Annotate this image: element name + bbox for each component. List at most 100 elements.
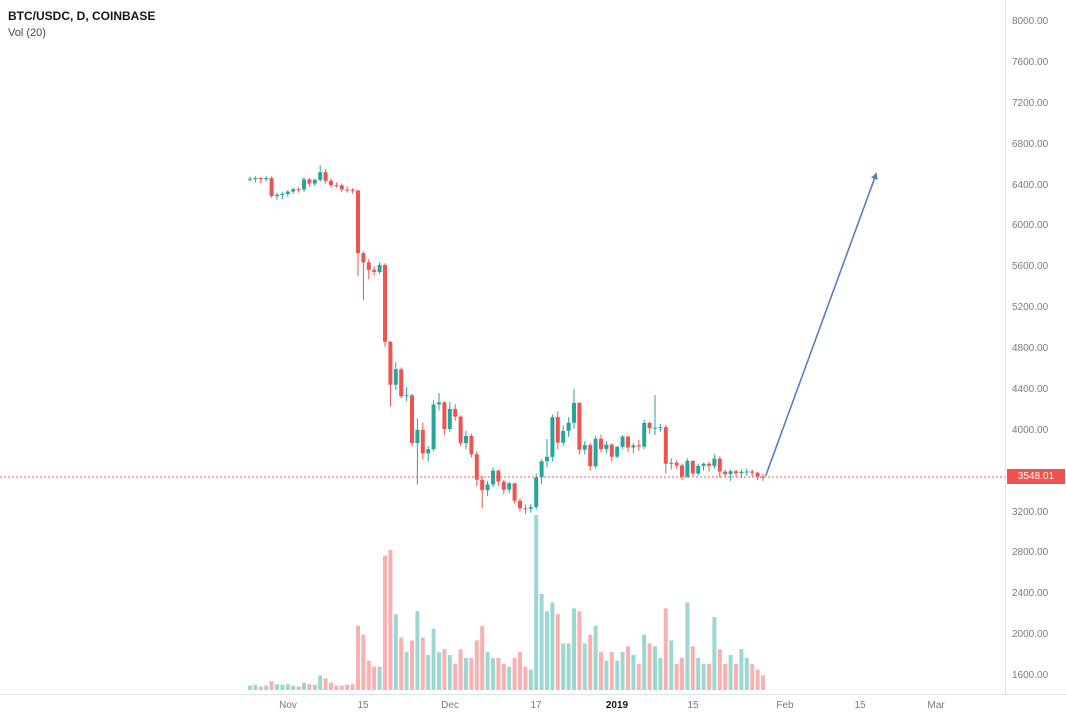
candle bbox=[264, 176, 269, 182]
candle bbox=[334, 182, 339, 188]
candle bbox=[339, 183, 344, 192]
volume-bar bbox=[690, 646, 695, 691]
price-tick-label: 4400.00 bbox=[1012, 384, 1049, 395]
volume-bar bbox=[501, 663, 506, 691]
volume-bar bbox=[609, 652, 614, 690]
volume-bar bbox=[291, 685, 296, 690]
volume-bar bbox=[285, 684, 290, 690]
candle bbox=[653, 395, 657, 435]
volume-bar bbox=[674, 663, 679, 691]
symbol-title[interactable]: BTC/USDC, D, COINBASE bbox=[8, 9, 156, 23]
candle bbox=[248, 176, 252, 182]
volume-bar bbox=[642, 634, 647, 690]
volume-bar bbox=[442, 649, 447, 690]
candle bbox=[345, 186, 350, 193]
volume-bar bbox=[728, 655, 733, 690]
price-tick-label: 7200.00 bbox=[1012, 98, 1049, 109]
volume-bar bbox=[669, 640, 674, 690]
volume-bar bbox=[550, 602, 555, 690]
volume-bar bbox=[464, 657, 468, 690]
candle bbox=[712, 454, 717, 469]
time-tick-label: Nov bbox=[279, 700, 297, 711]
trend-arrow-annotation[interactable] bbox=[764, 172, 878, 477]
volume-bar bbox=[318, 675, 323, 690]
volume-bar bbox=[420, 637, 425, 690]
candle bbox=[312, 178, 317, 186]
volume-bar bbox=[593, 625, 598, 690]
candle bbox=[458, 415, 463, 447]
volume-bar bbox=[599, 652, 603, 690]
volume-bar bbox=[361, 634, 366, 690]
volume-bar bbox=[744, 657, 749, 690]
candle bbox=[399, 367, 404, 399]
candle bbox=[464, 430, 468, 450]
candle bbox=[599, 434, 603, 453]
candle bbox=[437, 393, 441, 411]
candle bbox=[404, 386, 409, 402]
volume-bar bbox=[734, 663, 738, 691]
volume-bar bbox=[696, 657, 701, 690]
candle bbox=[480, 475, 485, 509]
volume-bar bbox=[701, 663, 706, 691]
volume-bar bbox=[458, 649, 463, 690]
candle bbox=[474, 451, 479, 486]
candle bbox=[577, 402, 582, 455]
volume-bar bbox=[469, 657, 474, 690]
candle bbox=[561, 425, 566, 447]
candle bbox=[501, 479, 506, 495]
volume-bar bbox=[356, 625, 360, 690]
volume-bar bbox=[345, 684, 350, 691]
volume-bar bbox=[415, 611, 420, 691]
price-tick-label: 6000.00 bbox=[1012, 220, 1049, 231]
candle bbox=[372, 266, 377, 276]
volume-bar bbox=[523, 666, 528, 690]
volume-bar bbox=[496, 657, 501, 690]
price-tick-label: 2000.00 bbox=[1012, 629, 1049, 640]
time-axis[interactable]: Nov 15 Dec 17 2019 15 Feb 15 Mar bbox=[0, 694, 1066, 717]
candle bbox=[642, 419, 647, 450]
candle bbox=[669, 458, 674, 470]
price-axis[interactable]: 8000.00 7600.00 7200.00 6800.00 6400.00 6000.… bbox=[1005, 0, 1066, 695]
volume-bar bbox=[750, 663, 755, 691]
candle bbox=[323, 169, 328, 184]
volume-bar bbox=[339, 685, 344, 690]
volume-bar bbox=[631, 655, 636, 690]
volume-bar bbox=[474, 640, 479, 690]
price-tick-label: 5200.00 bbox=[1012, 302, 1049, 313]
volume-indicator-label[interactable]: Vol (20) bbox=[8, 27, 46, 40]
candle bbox=[690, 460, 695, 476]
volume-bar bbox=[658, 657, 663, 690]
time-tick-label: Dec bbox=[441, 700, 459, 711]
volume-bar bbox=[275, 684, 279, 690]
candle bbox=[728, 469, 733, 481]
volume-bar bbox=[717, 649, 722, 690]
candle bbox=[658, 423, 663, 432]
volume-bar bbox=[372, 666, 377, 690]
price-tick-label: 4000.00 bbox=[1012, 425, 1049, 436]
candle bbox=[253, 176, 258, 183]
candle bbox=[631, 443, 636, 454]
candle bbox=[723, 469, 728, 477]
volume-bar bbox=[680, 657, 684, 690]
volume-bar bbox=[431, 628, 436, 691]
volume-bar bbox=[534, 515, 539, 690]
candle bbox=[410, 394, 414, 447]
volume-bar bbox=[410, 640, 414, 690]
candle bbox=[291, 187, 296, 194]
time-tick-label: Feb bbox=[776, 700, 794, 711]
candle bbox=[329, 178, 333, 188]
candle bbox=[269, 176, 274, 198]
candle bbox=[582, 441, 587, 455]
price-tick-label: 2800.00 bbox=[1012, 547, 1049, 558]
candle bbox=[280, 191, 285, 200]
volume-bar bbox=[437, 652, 441, 690]
price-tick-label: 4800.00 bbox=[1012, 343, 1049, 354]
volume-bar bbox=[512, 657, 517, 690]
candle bbox=[447, 402, 452, 432]
candle bbox=[518, 498, 522, 512]
candle bbox=[528, 504, 533, 513]
volume-bar bbox=[302, 682, 306, 690]
volume-bar bbox=[739, 649, 744, 690]
